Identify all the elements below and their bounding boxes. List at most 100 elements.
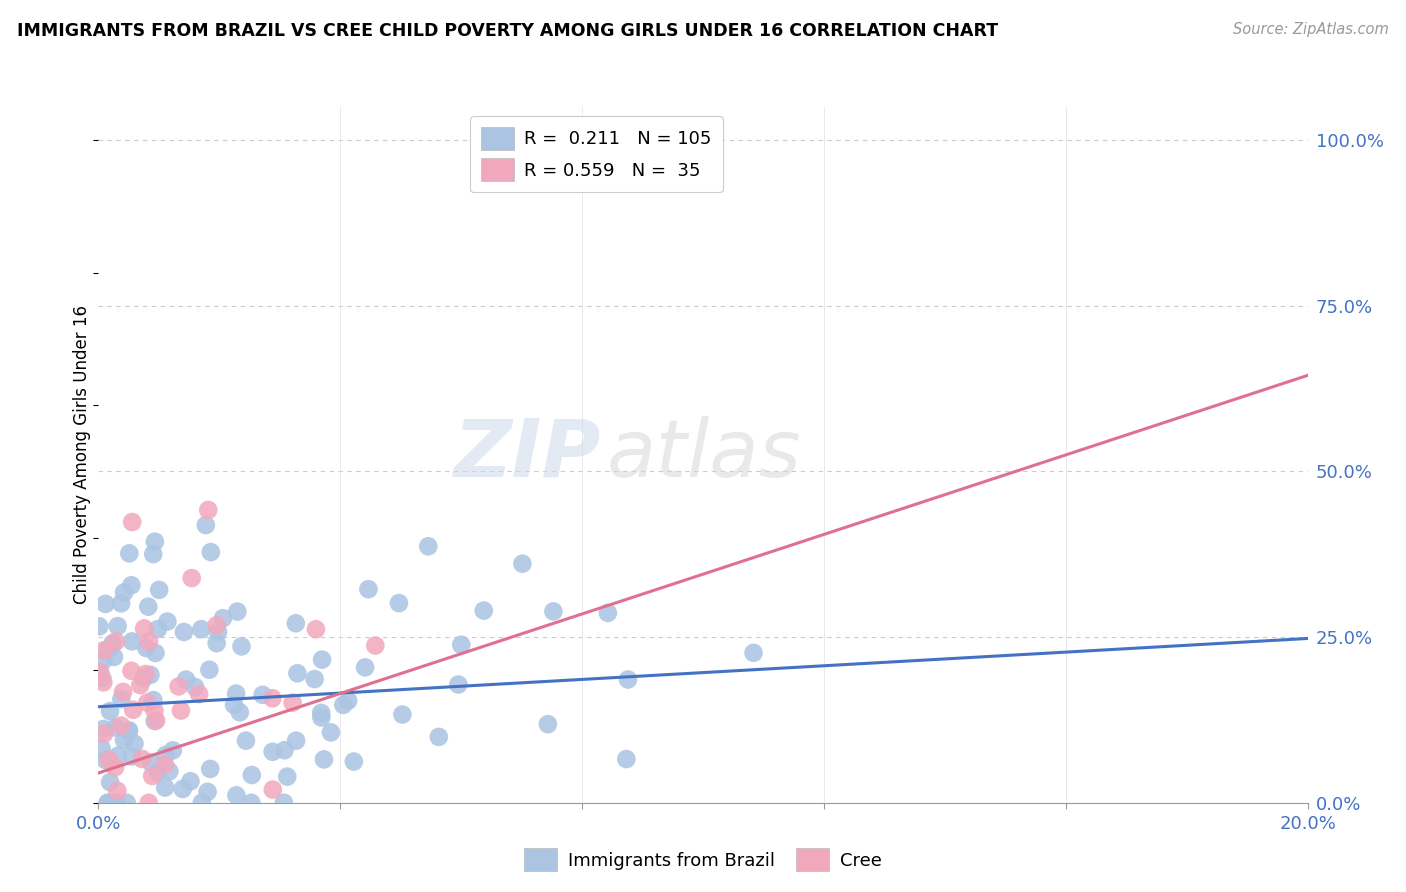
Point xyxy=(112,585,135,599)
Point xyxy=(93,726,115,740)
Point xyxy=(388,596,411,610)
Point xyxy=(162,743,184,757)
Point xyxy=(118,723,141,738)
Point xyxy=(97,642,120,657)
Point xyxy=(138,634,160,648)
Point xyxy=(262,745,284,759)
Text: ZIP: ZIP xyxy=(453,416,600,494)
Point xyxy=(450,638,472,652)
Point xyxy=(89,665,111,679)
Point xyxy=(98,775,121,789)
Point xyxy=(617,673,640,687)
Point xyxy=(104,721,127,735)
Point xyxy=(132,672,155,686)
Point xyxy=(96,796,118,810)
Point xyxy=(273,743,295,757)
Legend: Immigrants from Brazil, Cree: Immigrants from Brazil, Cree xyxy=(517,841,889,879)
Point xyxy=(222,698,245,712)
Point xyxy=(91,671,114,685)
Point xyxy=(115,796,138,810)
Point xyxy=(197,503,219,517)
Point xyxy=(153,757,176,772)
Point xyxy=(281,696,304,710)
Point xyxy=(309,706,332,720)
Point xyxy=(142,547,165,561)
Point xyxy=(226,605,249,619)
Point xyxy=(118,546,141,560)
Point xyxy=(145,646,167,660)
Legend: R =  0.211   N = 105, R = 0.559   N =  35: R = 0.211 N = 105, R = 0.559 N = 35 xyxy=(470,116,723,193)
Point xyxy=(94,597,117,611)
Point xyxy=(135,640,157,655)
Point xyxy=(104,760,127,774)
Point xyxy=(142,693,165,707)
Point xyxy=(276,770,298,784)
Point xyxy=(200,545,222,559)
Point xyxy=(194,518,217,533)
Point xyxy=(112,685,135,699)
Point xyxy=(121,634,143,648)
Point xyxy=(188,687,211,701)
Point xyxy=(225,789,247,803)
Point xyxy=(110,692,132,706)
Point xyxy=(190,796,212,810)
Point xyxy=(596,606,619,620)
Point xyxy=(170,704,193,718)
Text: IMMIGRANTS FROM BRAZIL VS CREE CHILD POVERTY AMONG GIRLS UNDER 16 CORRELATION CH: IMMIGRANTS FROM BRAZIL VS CREE CHILD POV… xyxy=(17,22,998,40)
Point xyxy=(311,710,333,724)
Point xyxy=(305,622,328,636)
Point xyxy=(287,666,309,681)
Point xyxy=(94,753,117,767)
Point xyxy=(97,796,120,810)
Point xyxy=(284,616,307,631)
Point xyxy=(312,752,335,766)
Point xyxy=(285,733,308,747)
Point xyxy=(136,696,159,710)
Point xyxy=(121,664,143,678)
Point xyxy=(180,571,202,585)
Point xyxy=(311,652,333,666)
Point xyxy=(190,622,212,636)
Point xyxy=(418,539,440,553)
Point xyxy=(121,515,143,529)
Point xyxy=(447,677,470,691)
Point xyxy=(273,796,295,810)
Point xyxy=(139,668,162,682)
Point xyxy=(110,596,132,610)
Point xyxy=(240,768,263,782)
Point xyxy=(134,667,156,681)
Point xyxy=(118,724,141,739)
Point xyxy=(131,752,153,766)
Point xyxy=(107,748,129,763)
Point xyxy=(105,796,128,810)
Point xyxy=(121,749,143,764)
Point xyxy=(364,639,387,653)
Point xyxy=(354,660,377,674)
Point xyxy=(472,604,495,618)
Point xyxy=(107,619,129,633)
Point xyxy=(198,663,221,677)
Point xyxy=(129,678,152,692)
Point xyxy=(153,780,176,795)
Point xyxy=(167,680,190,694)
Point xyxy=(90,741,112,756)
Point xyxy=(110,718,132,732)
Point xyxy=(112,733,135,747)
Point xyxy=(197,785,219,799)
Point xyxy=(262,691,284,706)
Point xyxy=(148,582,170,597)
Point xyxy=(614,752,637,766)
Point xyxy=(134,622,156,636)
Point xyxy=(332,698,354,712)
Point xyxy=(157,764,180,779)
Point xyxy=(337,694,360,708)
Point xyxy=(207,624,229,639)
Point xyxy=(172,781,194,796)
Point xyxy=(143,704,166,718)
Text: atlas: atlas xyxy=(606,416,801,494)
Point xyxy=(101,637,124,651)
Point xyxy=(107,784,129,798)
Point xyxy=(139,756,162,770)
Point xyxy=(343,755,366,769)
Point xyxy=(120,578,142,592)
